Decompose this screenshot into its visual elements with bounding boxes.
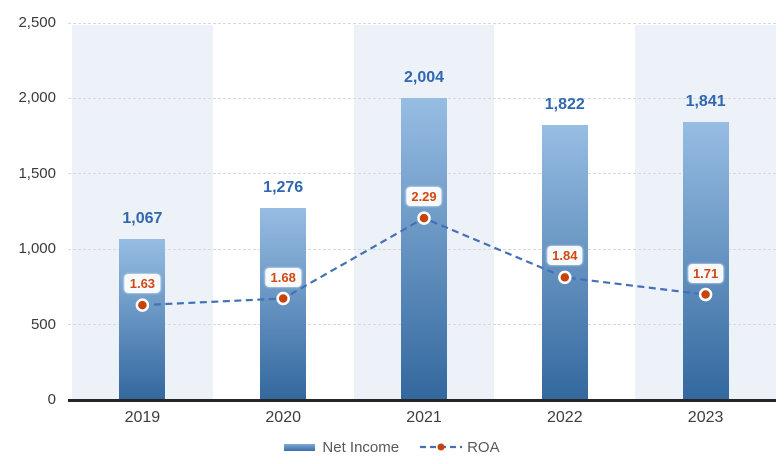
bar-2019 xyxy=(119,239,166,400)
net-income-swatch-icon xyxy=(284,443,316,451)
y-axis-tick-2,500: 2,500 xyxy=(18,14,56,31)
roa-value-2019: 1.63 xyxy=(124,274,161,294)
roa-point-2022 xyxy=(558,270,572,285)
x-axis-label-2020: 2020 xyxy=(265,409,301,426)
legend-roa-dot xyxy=(437,443,445,451)
roa-point-2020 xyxy=(276,291,290,306)
y-axis-tick-500: 500 xyxy=(30,315,56,333)
roa-value-2023: 1.71 xyxy=(687,263,724,283)
x-axis-label-2019: 2019 xyxy=(124,409,161,426)
net-income-value-2021: 2,004 xyxy=(403,68,445,86)
net-income-value-2020: 1,276 xyxy=(263,178,304,196)
roa-value-2021: 2.29 xyxy=(406,187,442,207)
y-axis-tick-0: 0 xyxy=(47,391,56,408)
x-axis-label-2023: 2023 xyxy=(687,409,724,426)
y-axis-tick-2,000: 2,000 xyxy=(18,89,56,107)
bar-2021 xyxy=(401,97,447,400)
roa-point-2023 xyxy=(698,287,713,302)
net-income-value-2023: 1,841 xyxy=(685,93,726,111)
legend: Net Income ROA xyxy=(0,435,784,459)
y-axis-tick-1,000: 1,000 xyxy=(18,240,56,258)
x-axis-line xyxy=(68,399,776,402)
roa-point-2019 xyxy=(135,298,150,312)
legend-roa-label: ROA xyxy=(467,438,500,456)
y-axis-tick-1,500: 1,500 xyxy=(18,164,56,182)
net-income-value-2022: 1,822 xyxy=(544,96,585,114)
gridline-2,500 xyxy=(68,22,776,24)
legend-net-income-label: Net Income xyxy=(322,438,400,456)
roa-value-2020: 1.68 xyxy=(265,267,301,287)
x-axis-label-2022: 2022 xyxy=(547,409,583,426)
legend-item-roa: ROA xyxy=(419,439,500,456)
net-income-value-2019: 1,067 xyxy=(122,210,163,228)
roa-value-2022: 1.84 xyxy=(547,246,583,266)
roa-point-2021 xyxy=(417,211,431,225)
bar-2023 xyxy=(682,122,729,400)
x-axis-label-2021: 2021 xyxy=(406,409,442,426)
legend-item-net-income: Net Income xyxy=(284,439,399,456)
roa-dashed-line-icon xyxy=(420,443,463,451)
